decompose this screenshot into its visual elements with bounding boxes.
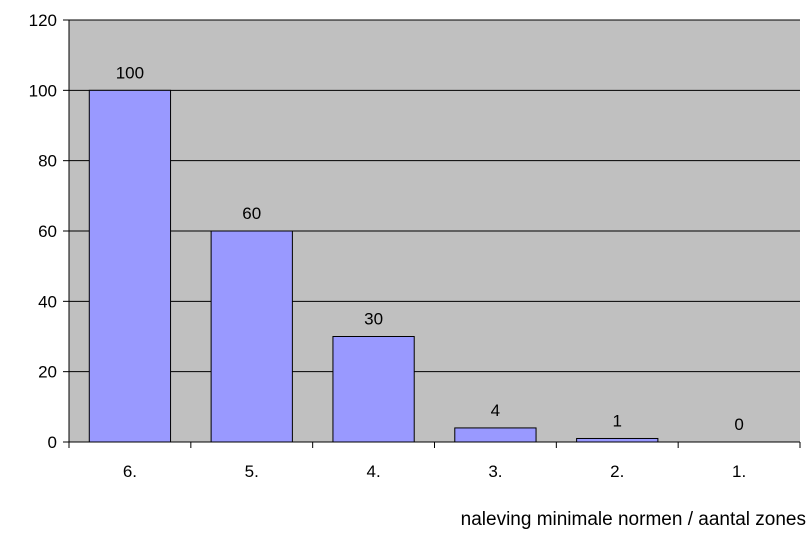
bar-5 [576, 437, 659, 443]
bar-4 [454, 427, 537, 443]
x-tick-label: 5. [245, 462, 259, 481]
y-tick-label: 120 [29, 11, 57, 30]
y-ticks: 0 20 40 60 80 100 120 [29, 11, 69, 452]
data-labels: 100 60 30 4 1 0 [116, 63, 744, 434]
data-label: 0 [734, 415, 743, 434]
x-tick-label: 2. [610, 462, 624, 481]
data-label: 100 [116, 63, 144, 82]
y-tick-label: 100 [29, 81, 57, 100]
bar-3 [332, 336, 415, 443]
data-label: 60 [242, 204, 261, 223]
data-label: 30 [364, 310, 383, 329]
y-tick-label: 80 [38, 152, 57, 171]
y-tick-label: 0 [48, 433, 57, 452]
gridlines [69, 19, 800, 373]
x-axis-title: naleving minimale normen / aantal zones [461, 509, 806, 530]
y-tick-label: 40 [38, 292, 57, 311]
data-label: 1 [613, 411, 622, 430]
y-tick-label: 20 [38, 363, 57, 382]
bar-1 [88, 89, 172, 443]
x-tick-label: 6. [123, 462, 137, 481]
x-tick-label: 1. [732, 462, 746, 481]
bar-2 [210, 230, 293, 443]
data-label: 4 [491, 401, 500, 420]
bars [88, 89, 659, 443]
y-tick-label: 60 [38, 222, 57, 241]
x-tick-label: 3. [488, 462, 502, 481]
x-ticks: 6. 5. 4. 3. 2. 1. [68, 442, 801, 481]
x-tick-label: 4. [366, 462, 380, 481]
